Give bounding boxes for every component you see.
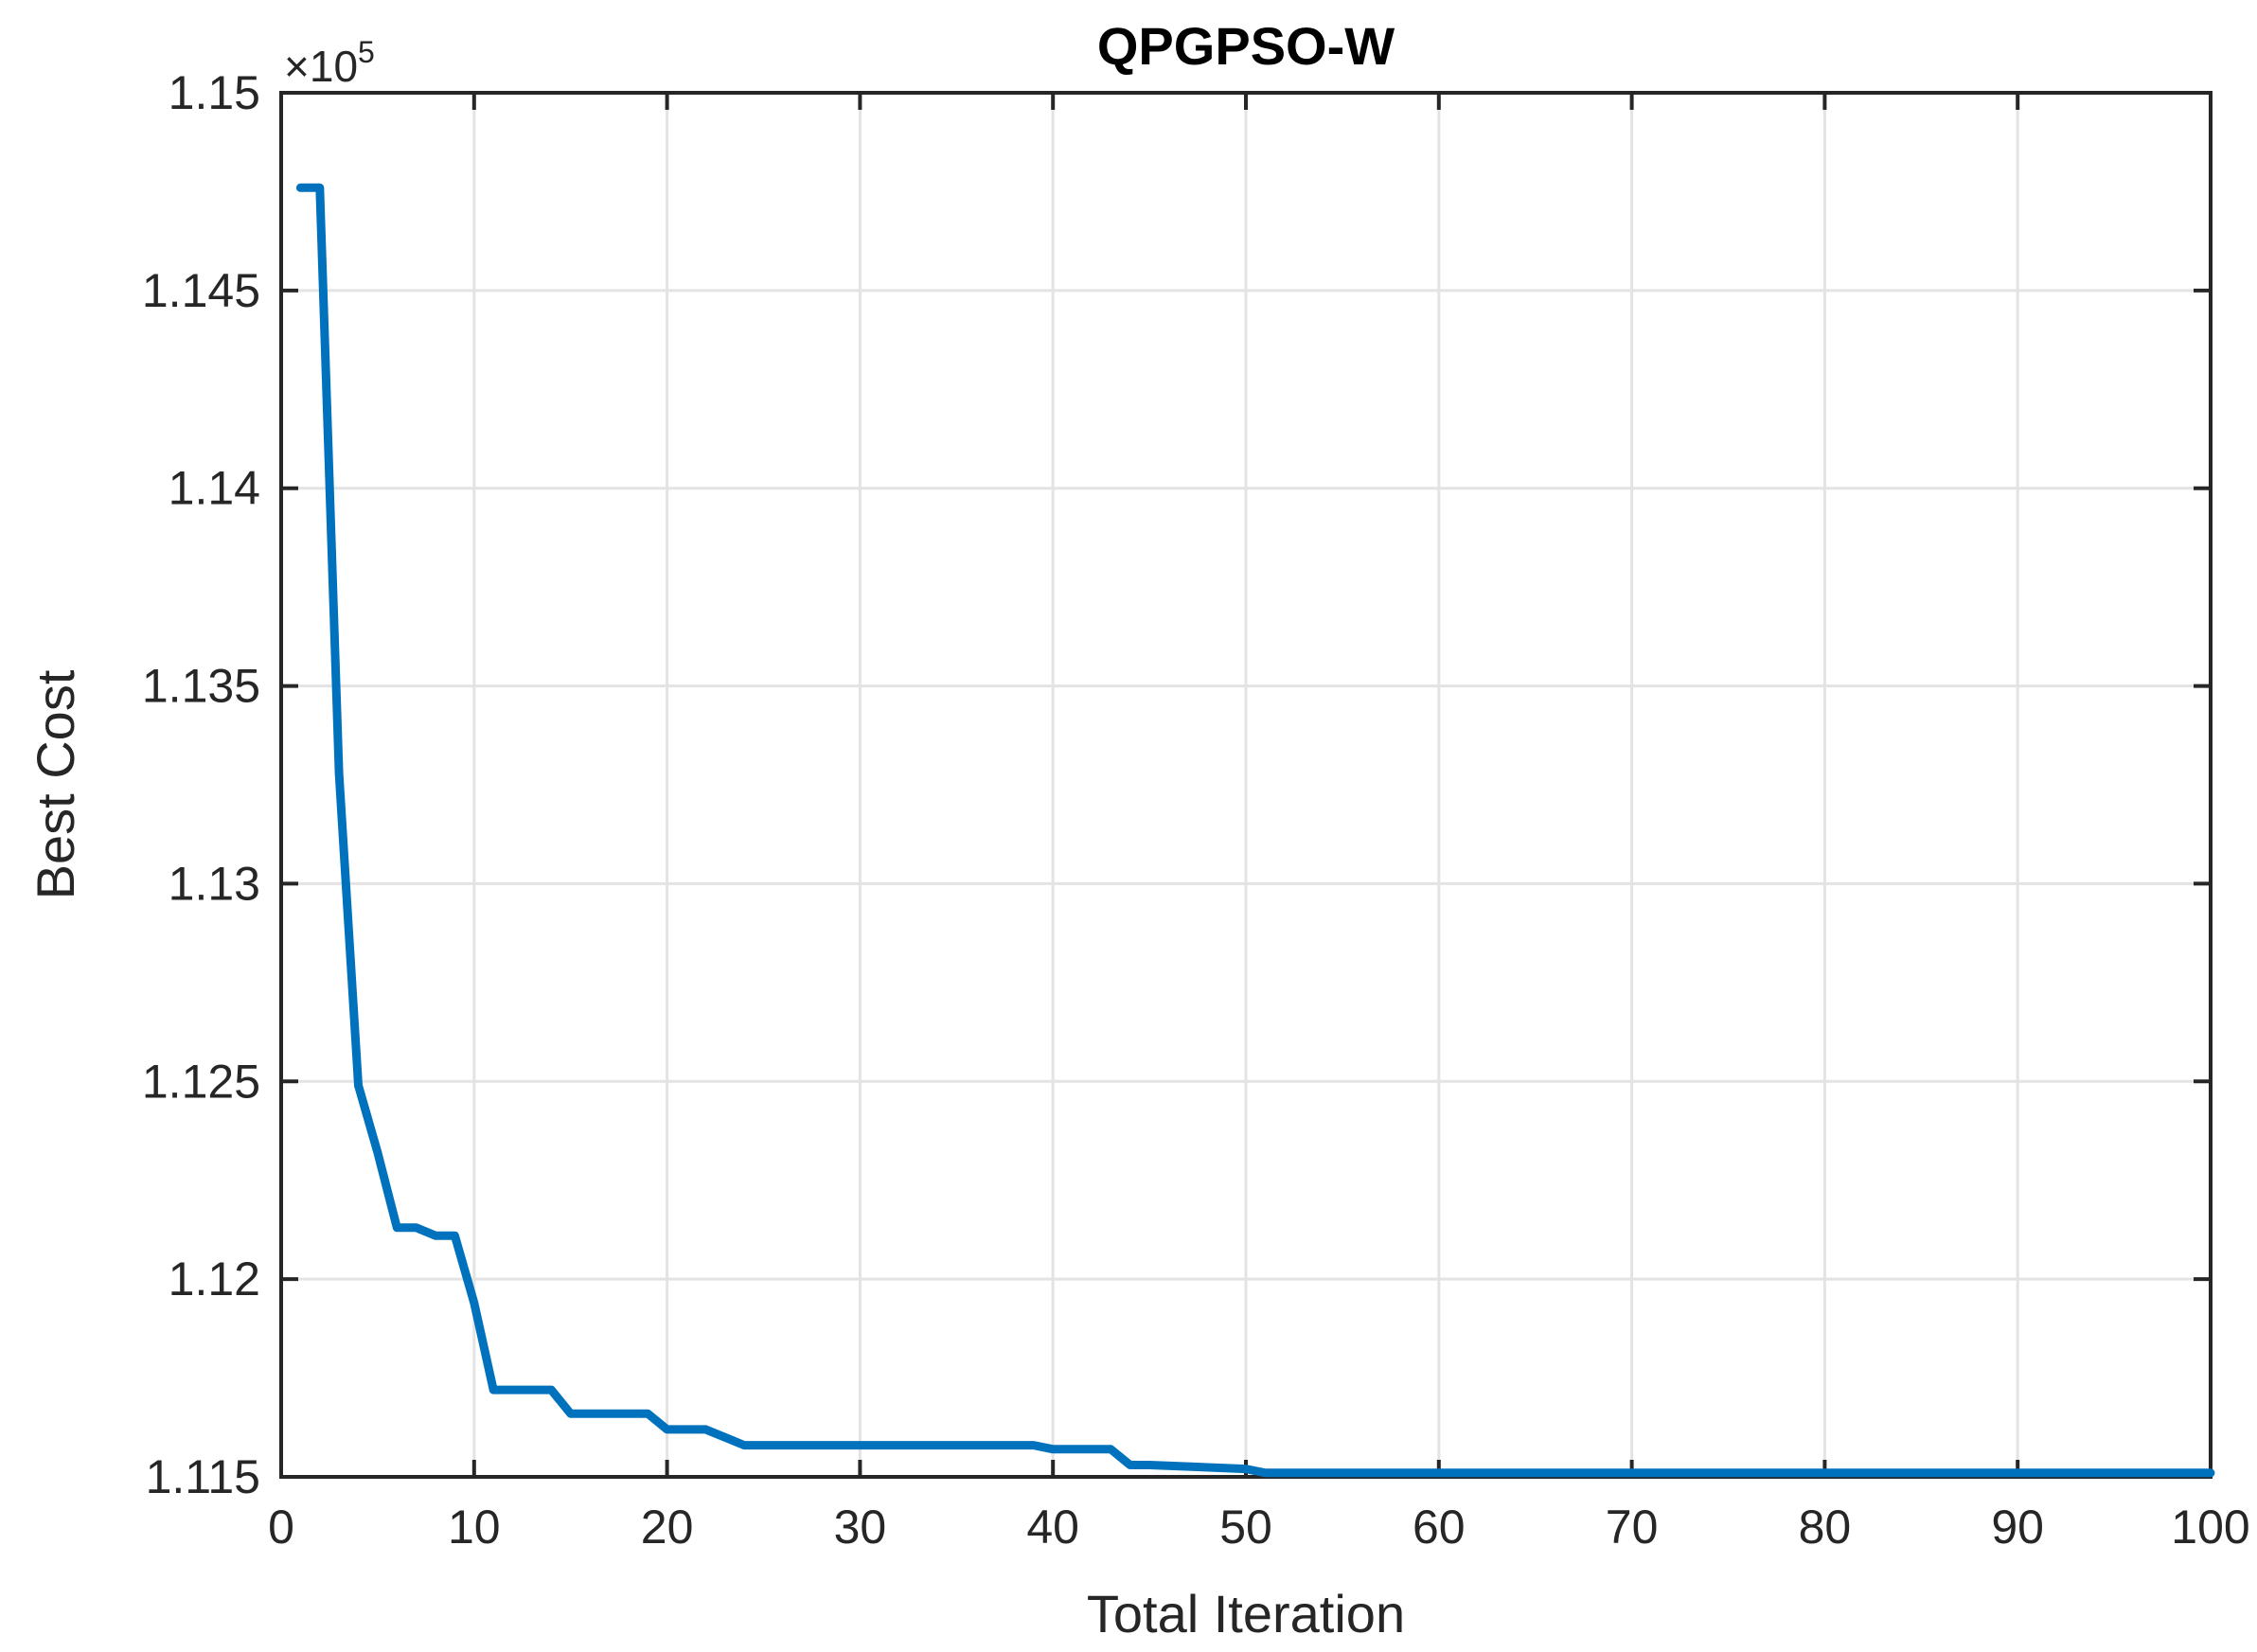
grid-lines <box>281 93 2211 1477</box>
y-tick-label: 1.145 <box>142 264 260 317</box>
y-tick-label: 1.12 <box>169 1252 260 1306</box>
x-tick-label: 90 <box>1991 1501 2044 1554</box>
x-tick-label: 50 <box>1219 1501 1272 1554</box>
series-layer <box>295 183 2215 1478</box>
y-tick-label: 1.15 <box>169 66 260 119</box>
y-tick-label: 1.14 <box>169 462 260 515</box>
x-axis-label: Total Iteration <box>1087 1584 1405 1643</box>
y-tick-label: 1.115 <box>146 1450 260 1503</box>
x-tick-label: 70 <box>1606 1501 1659 1554</box>
x-tick-label: 0 <box>268 1501 294 1554</box>
y-multiplier-exponent: 5 <box>358 35 375 69</box>
y-axis-label: Best Cost <box>26 669 85 899</box>
x-tick-label: 100 <box>2171 1501 2249 1554</box>
x-tick-label: 10 <box>448 1501 501 1554</box>
x-tick-label: 20 <box>641 1501 694 1554</box>
y-tick-labels: 1.115 1.12 1.125 1.13 1.135 1.14 1.145 1.15 <box>142 66 260 1503</box>
y-tick-label: 1.125 <box>142 1055 260 1108</box>
y-tick-label: 1.13 <box>169 857 260 910</box>
y-multiplier-base: ×10 <box>284 42 358 91</box>
tick-marks <box>279 91 2213 1479</box>
y-tick-label: 1.135 <box>142 660 260 713</box>
x-tick-label: 30 <box>834 1501 887 1554</box>
x-tick-label: 80 <box>1799 1501 1852 1554</box>
x-tick-labels: 0 10 20 30 40 50 60 70 80 90 100 <box>268 1501 2250 1554</box>
x-tick-label: 40 <box>1026 1501 1079 1554</box>
chart-title: QPGPSO-W <box>1097 16 1395 76</box>
x-tick-label: 60 <box>1413 1501 1466 1554</box>
y-axis-multiplier: ×105 <box>284 35 375 91</box>
series-line-best-cost <box>295 183 2215 1478</box>
